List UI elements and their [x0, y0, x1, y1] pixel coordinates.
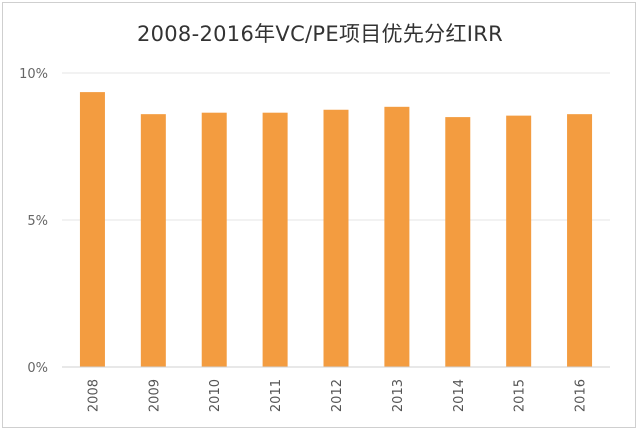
- bar-2014: [445, 117, 471, 367]
- x-tick-label-2014: 2014: [452, 379, 467, 412]
- x-tick-label-2009: 2009: [147, 379, 162, 412]
- x-tick-label-2010: 2010: [208, 379, 223, 412]
- y-tick-label: 10%: [19, 67, 48, 82]
- bar-2009: [140, 114, 166, 367]
- x-axis-ticks: 2008 2009 2010 2011 2012 2013 2014 2015 2016: [86, 379, 588, 412]
- x-tick-label-2013: 2013: [391, 379, 406, 412]
- bar-2008: [79, 92, 105, 368]
- x-tick-label-2011: 2011: [269, 379, 284, 412]
- y-tick-label: 0%: [27, 361, 48, 376]
- bar-2015: [506, 115, 532, 367]
- x-tick-label-2012: 2012: [330, 379, 345, 412]
- bar-2010: [201, 112, 227, 367]
- bar-2011: [262, 112, 288, 367]
- bar-2012: [323, 109, 349, 367]
- bars: [79, 92, 593, 368]
- bar-2016: [567, 114, 593, 367]
- y-axis-ticks: 0% 5% 10%: [19, 67, 48, 376]
- bar-2013: [384, 106, 410, 367]
- chart-title: 2008-2016年VC/PE项目优先分红IRR: [136, 22, 504, 46]
- x-tick-label-2015: 2015: [513, 379, 528, 412]
- x-tick-label-2008: 2008: [86, 379, 101, 412]
- x-tick-label-2016: 2016: [574, 379, 589, 412]
- y-tick-label: 5%: [27, 214, 48, 229]
